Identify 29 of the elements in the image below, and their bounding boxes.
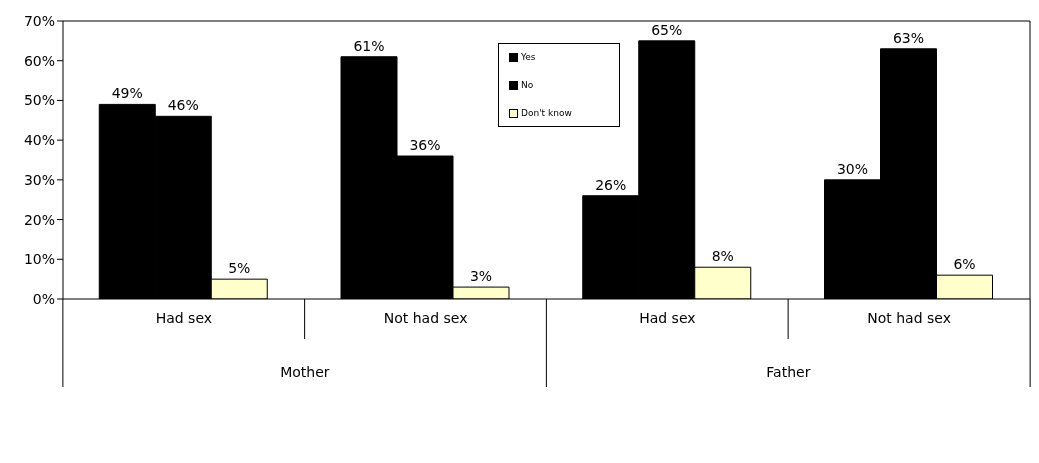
data-label: 65%	[651, 21, 683, 38]
data-label: 8%	[711, 248, 734, 265]
x-tick-label: Not had sex	[383, 310, 468, 326]
data-label: 3%	[469, 268, 493, 285]
y-tick-label: 20%	[23, 211, 55, 228]
y-tick-label: 50%	[23, 92, 55, 109]
x-tick-label: Not had sex	[867, 310, 951, 326]
legend-label: No	[521, 80, 534, 90]
y-tick-label: 30%	[23, 171, 55, 188]
data-label: 63%	[892, 29, 925, 46]
y-tick-label: 40%	[23, 132, 55, 149]
data-label: 5%	[228, 260, 251, 277]
data-label: 6%	[953, 256, 976, 273]
data-label: 26%	[595, 176, 627, 193]
legend-label: Don't know	[521, 108, 572, 118]
legend-label: Yes	[521, 52, 536, 62]
x-tick-label: Had sex	[639, 310, 696, 326]
text: Father	[766, 364, 811, 380]
data-label: 61%	[353, 37, 385, 54]
text: Mother	[280, 364, 330, 380]
x-tick-label: Had sex	[155, 310, 213, 326]
data-label: 49%	[111, 85, 143, 102]
data-label: 36%	[409, 137, 441, 154]
y-tick-label: 70%	[23, 12, 55, 29]
y-tick-label: 0%	[32, 290, 55, 307]
y-tick-label: 60%	[23, 52, 55, 69]
data-label: 46%	[167, 97, 199, 114]
y-tick-label: 10%	[23, 251, 55, 268]
data-label: 30%	[836, 160, 869, 177]
